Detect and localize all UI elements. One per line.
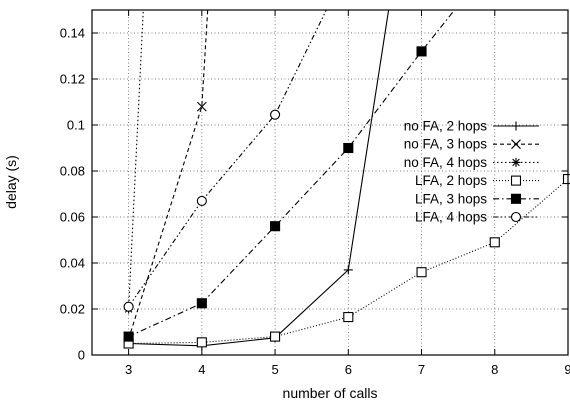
data-point xyxy=(270,331,281,342)
legend-label: LFA, 3 hops xyxy=(415,191,487,206)
ticks: 0 0.02 0.04 0.06 0.08 0.1 0.12 0.14 3 4 5 6 7 8 9 xyxy=(60,10,570,377)
data-point xyxy=(343,265,353,275)
legend-label: LFA, 2 hops xyxy=(415,173,487,188)
y-tick-label: 0.02 xyxy=(60,302,85,317)
grid xyxy=(92,10,569,355)
data-point xyxy=(489,237,500,248)
data-point xyxy=(416,267,427,278)
y-axis-label: delay (s) xyxy=(3,155,19,209)
y-tick-label: 0 xyxy=(78,348,85,363)
x-tick-label: 8 xyxy=(491,362,498,377)
plot-frame xyxy=(91,9,569,356)
x-tick-label: 4 xyxy=(198,362,205,377)
legend-marker xyxy=(510,175,522,186)
legend-marker xyxy=(510,193,522,204)
y-tick-label: 0.04 xyxy=(60,256,85,271)
data-point xyxy=(196,101,207,112)
data-point xyxy=(416,46,427,57)
x-axis-label: number of calls xyxy=(283,385,378,401)
legend-label: LFA, 4 hops xyxy=(415,210,487,225)
legend-marker xyxy=(510,211,522,223)
legend: no FA, 2 hops no FA, 3 hops no FA, 4 hops L… xyxy=(404,119,539,225)
y-tick-label: 0.12 xyxy=(60,72,85,87)
data-point xyxy=(270,221,281,232)
series-line-5 xyxy=(128,10,455,338)
legend-label: no FA, 2 hops xyxy=(404,119,488,134)
x-tick-label: 9 xyxy=(564,362,570,377)
data-point xyxy=(270,109,281,120)
x-tick-label: 5 xyxy=(271,362,278,377)
series-layer xyxy=(128,10,568,347)
x-tick-label: 7 xyxy=(418,362,425,377)
y-tick-label: 0.08 xyxy=(60,164,85,179)
series-line-6 xyxy=(128,10,327,308)
series-line-2 xyxy=(128,10,209,340)
data-point xyxy=(196,298,207,309)
x-tick-label: 3 xyxy=(125,362,132,377)
data-point xyxy=(343,311,354,323)
legend-marker xyxy=(511,139,521,150)
y-tick-label: 0.1 xyxy=(67,118,85,133)
data-point xyxy=(343,142,354,154)
marker-layer xyxy=(123,46,570,351)
y-tick-label: 0.14 xyxy=(60,26,85,41)
data-point xyxy=(562,174,570,185)
x-tick-label: 6 xyxy=(345,362,352,377)
data-point xyxy=(123,331,134,342)
data-point xyxy=(123,301,134,312)
legend-label: no FA, 4 hops xyxy=(404,155,488,170)
series-line-3 xyxy=(128,10,144,310)
data-point xyxy=(196,337,207,348)
data-point xyxy=(196,195,207,206)
y-tick-label: 0.06 xyxy=(60,210,85,225)
legend-marker xyxy=(511,121,521,131)
series-line-1 xyxy=(128,10,390,347)
legend-label: no FA, 3 hops xyxy=(404,137,488,152)
legend-marker xyxy=(511,157,521,167)
